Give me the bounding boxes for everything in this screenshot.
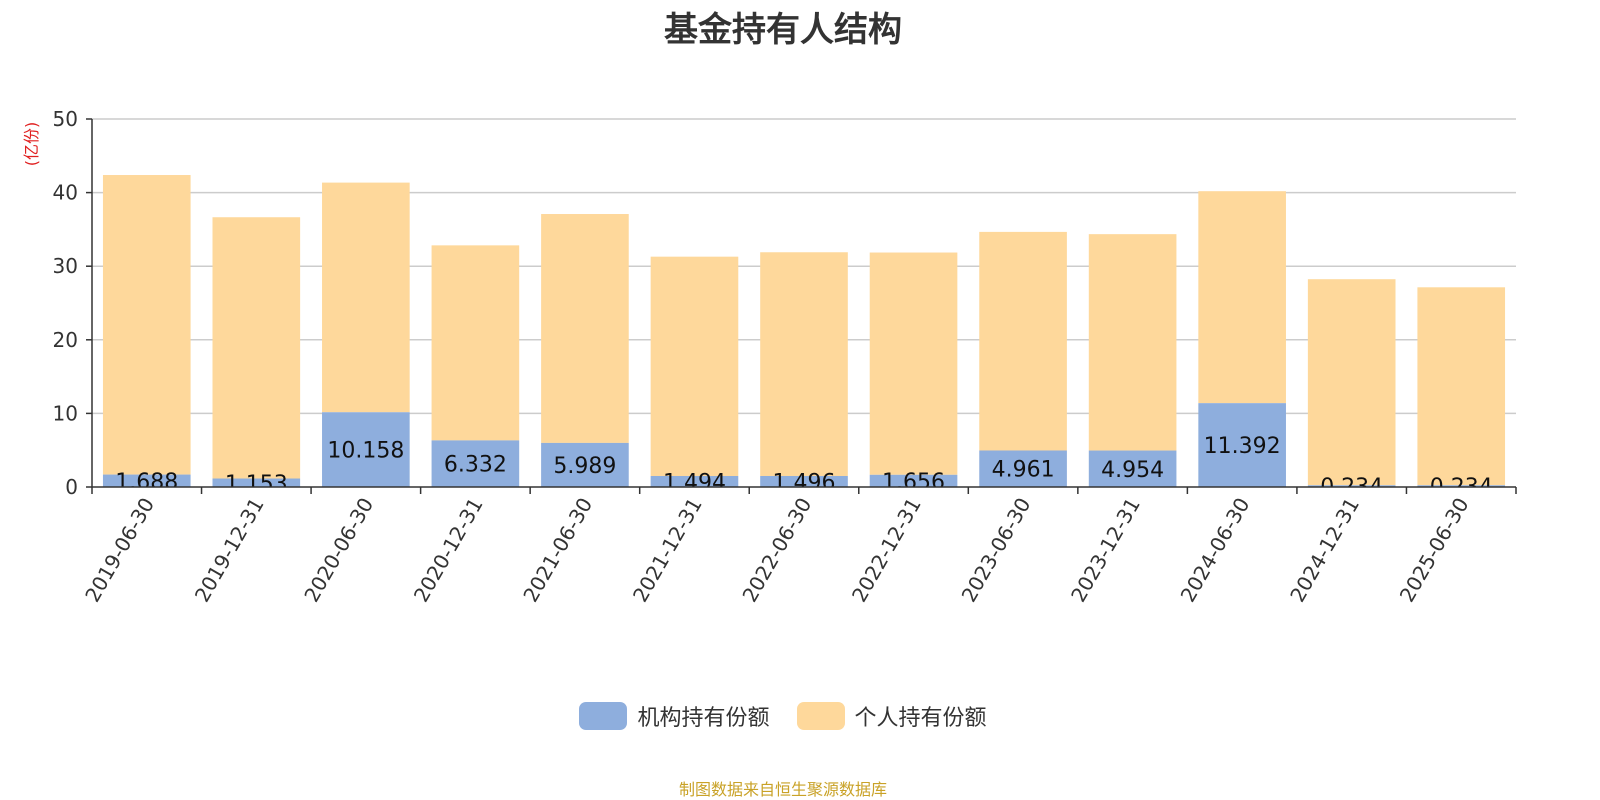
legend: 机构持有份额 个人持有份额 bbox=[0, 700, 1566, 736]
data-label-institutional: 4.954 bbox=[1101, 458, 1164, 483]
data-label-institutional: 1.656 bbox=[882, 470, 945, 495]
bar-institutional bbox=[1307, 485, 1396, 487]
data-label-institutional: 4.961 bbox=[992, 458, 1055, 483]
x-tick-label: 2022-06-30 bbox=[737, 494, 816, 607]
data-label-institutional: 0.234 bbox=[1430, 475, 1493, 500]
data-label-institutional: 0.234 bbox=[1320, 475, 1383, 500]
bar-individual bbox=[760, 252, 848, 476]
legend-item-institutional[interactable]: 机构持有份额 bbox=[579, 700, 770, 732]
chart-title: 基金持有人结构 bbox=[664, 10, 902, 50]
data-label-institutional: 1.153 bbox=[225, 472, 288, 497]
bar-institutional bbox=[650, 476, 739, 487]
y-tick-label: 40 bbox=[53, 181, 78, 205]
data-source-note: 制图数据来自恒生聚源数据库 bbox=[678, 780, 887, 799]
legend-label-individual: 个人持有份额 bbox=[854, 706, 987, 731]
bar-individual bbox=[979, 231, 1067, 451]
legend-label-institutional: 机构持有份额 bbox=[637, 706, 770, 731]
bar-institutional bbox=[869, 474, 958, 487]
x-tick-label: 2022-12-31 bbox=[847, 494, 926, 607]
data-label-institutional: 6.332 bbox=[444, 453, 507, 478]
x-tick-label: 2024-12-31 bbox=[1285, 494, 1364, 607]
bar-individual bbox=[1307, 279, 1396, 486]
data-label-institutional: 1.496 bbox=[773, 470, 836, 495]
y-tick-label: 50 bbox=[53, 107, 78, 131]
legend-swatch-institutional bbox=[579, 702, 628, 730]
data-label-institutional: 10.158 bbox=[327, 439, 404, 464]
x-tick-label: 2024-06-30 bbox=[1176, 494, 1255, 607]
y-tick-label: 20 bbox=[53, 328, 78, 352]
data-label-institutional: 5.989 bbox=[553, 454, 616, 479]
x-tick-label: 2019-06-30 bbox=[80, 494, 159, 607]
bar-individual bbox=[102, 175, 191, 475]
bar-individual bbox=[212, 217, 301, 479]
y-tick-label: 10 bbox=[53, 401, 78, 425]
data-label-institutional: 1.494 bbox=[663, 471, 726, 496]
bar-institutional bbox=[102, 474, 191, 487]
bar-institutional bbox=[322, 412, 410, 487]
bar-institutional bbox=[1417, 485, 1506, 487]
x-tick-label: 2021-06-30 bbox=[518, 494, 597, 607]
bar-individual bbox=[322, 182, 410, 413]
bar-individual bbox=[431, 245, 520, 441]
stacked-bar-chart: 0 10 20 30 40 50 (亿份) 1.688 1.153 10.158 6.332 5.98… bbox=[22, 107, 1517, 607]
bar-institutional bbox=[212, 478, 301, 487]
bar-individual bbox=[1088, 234, 1177, 451]
bar-institutional bbox=[541, 442, 629, 487]
x-tick-label: 2019-12-31 bbox=[190, 494, 269, 607]
y-axis-unit-label: (亿份) bbox=[22, 122, 41, 167]
bar-institutional bbox=[760, 475, 848, 487]
data-label-institutional: 11.392 bbox=[1204, 434, 1281, 459]
x-tick-label: 2020-12-31 bbox=[409, 494, 488, 607]
x-tick-label: 2025-06-30 bbox=[1395, 494, 1474, 607]
bar-institutional bbox=[979, 450, 1067, 487]
x-tick-label: 2023-06-30 bbox=[957, 494, 1036, 607]
bar-institutional bbox=[1198, 403, 1286, 487]
x-tick-label: 2020-06-30 bbox=[299, 494, 378, 607]
legend-swatch-individual bbox=[796, 702, 845, 730]
bar-individual bbox=[869, 252, 958, 475]
y-tick-label: 0 bbox=[65, 475, 78, 499]
bar-individual bbox=[541, 214, 629, 443]
bar-institutional bbox=[1088, 450, 1177, 487]
x-tick-label: 2021-12-31 bbox=[628, 494, 707, 607]
bar-institutional bbox=[431, 440, 520, 487]
bar-individual bbox=[1417, 287, 1506, 486]
x-tick-label: 2023-12-31 bbox=[1066, 494, 1145, 607]
data-label-institutional: 1.688 bbox=[115, 470, 178, 495]
y-tick-label: 30 bbox=[53, 254, 78, 278]
bar-individual bbox=[650, 256, 739, 477]
legend-item-individual[interactable]: 个人持有份额 bbox=[796, 700, 987, 732]
bar-individual bbox=[1198, 191, 1286, 404]
